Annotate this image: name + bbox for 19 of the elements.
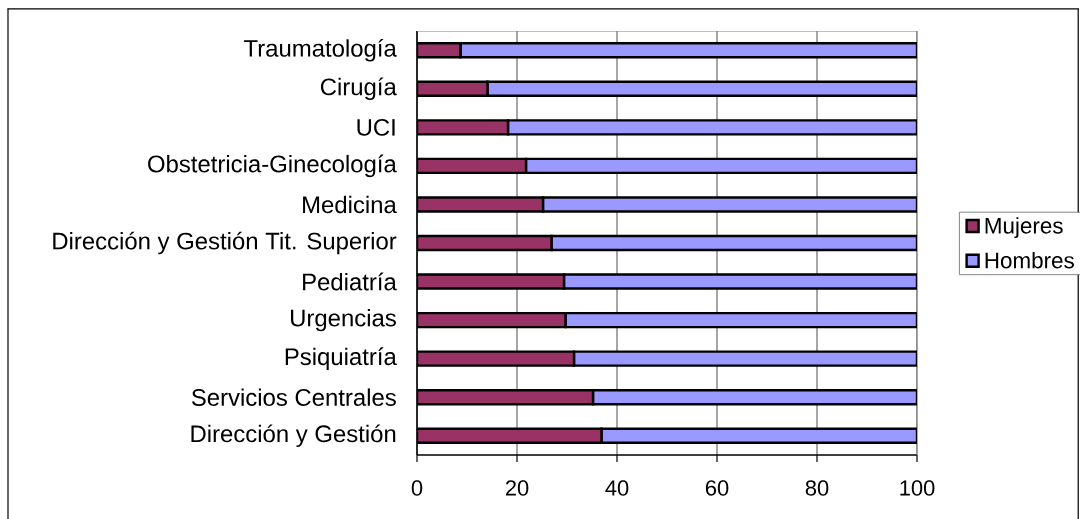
x-tick-label: 60 (705, 480, 729, 496)
x-tick-label: 0 (411, 480, 423, 496)
y-tick-label: Dirección y Gestión (191, 424, 396, 448)
y-tick-label: UCI (357, 118, 395, 136)
legend-label: Mujeres (985, 217, 1063, 239)
y-tick-label: Dirección y Gestión Tit. Superior (53, 231, 397, 255)
x-tick-label: 100 (900, 480, 935, 496)
legend-label: Hombres (985, 251, 1074, 269)
x-tick-label: 80 (805, 480, 829, 496)
y-tick-label: Urgencias (291, 308, 396, 332)
y-tick-label: Medicina (303, 195, 397, 214)
y-tick-label: Servicios Centrales (191, 388, 396, 406)
x-tick-label: 20 (505, 480, 529, 496)
y-tick-label: Obstetricia-Ginecología (148, 154, 397, 178)
x-tick-label: 40 (605, 480, 629, 496)
y-tick-label: Traumatología (244, 38, 397, 62)
y-tick-label: Cirugía (320, 77, 397, 101)
y-tick-label: Pediatría (303, 272, 397, 291)
y-tick-label: Psiquiatría (285, 347, 397, 370)
